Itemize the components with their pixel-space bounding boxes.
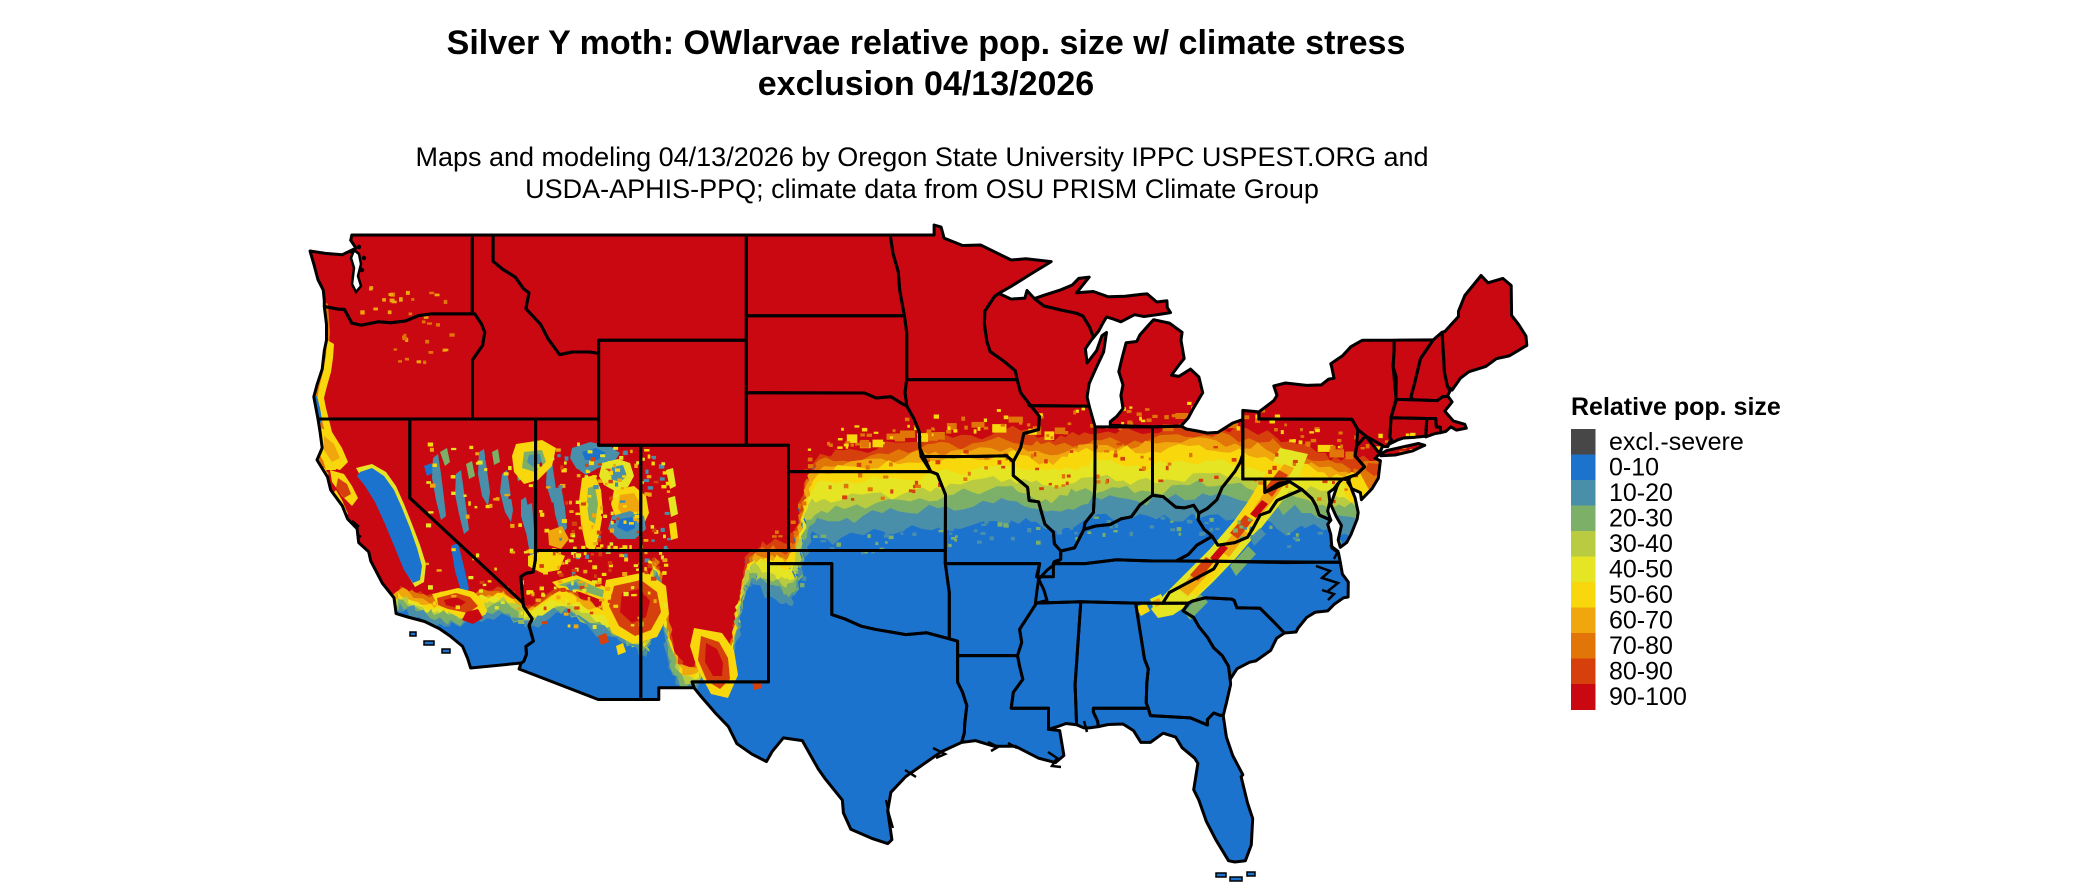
svg-text:Maps and modeling 04/13/2026 b: Maps and modeling 04/13/2026 by Oregon S… bbox=[415, 142, 1428, 172]
svg-text:70-80: 70-80 bbox=[1609, 632, 1673, 660]
svg-text:0-10: 0-10 bbox=[1609, 454, 1659, 482]
svg-text:20-30: 20-30 bbox=[1609, 505, 1673, 533]
svg-text:40-50: 40-50 bbox=[1609, 556, 1673, 584]
svg-text:90-100: 90-100 bbox=[1609, 683, 1687, 711]
svg-text:60-70: 60-70 bbox=[1609, 607, 1673, 635]
svg-text:30-40: 30-40 bbox=[1609, 530, 1673, 558]
svg-text:50-60: 50-60 bbox=[1609, 581, 1673, 609]
svg-text:Silver Y moth: OWlarvae relati: Silver Y moth: OWlarvae relative pop. si… bbox=[447, 24, 1406, 62]
svg-text:exclusion 04/13/2026: exclusion 04/13/2026 bbox=[758, 65, 1094, 103]
svg-text:10-20: 10-20 bbox=[1609, 479, 1673, 507]
svg-text:USDA-APHIS-PPQ; climate data f: USDA-APHIS-PPQ; climate data from OSU PR… bbox=[525, 174, 1319, 204]
svg-text:80-90: 80-90 bbox=[1609, 658, 1673, 686]
svg-text:Relative pop. size: Relative pop. size bbox=[1571, 393, 1781, 421]
svg-text:excl.-severe: excl.-severe bbox=[1609, 428, 1744, 456]
